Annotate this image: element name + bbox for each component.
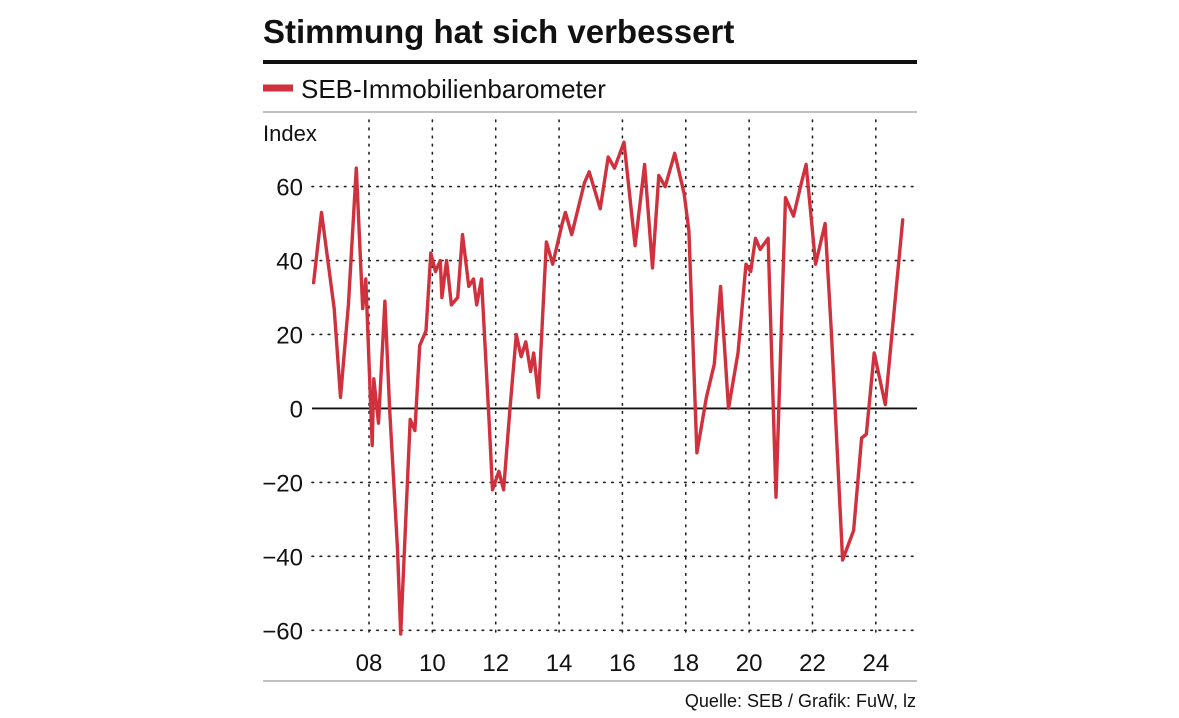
- series-layer: [311, 140, 905, 636]
- series-line-seb-immobilienbarometer: [311, 140, 905, 636]
- x-tick-label: 14: [546, 650, 573, 677]
- y-tick-label: −20: [262, 470, 303, 497]
- y-tick-label: 0: [290, 396, 303, 423]
- x-tick-label: 16: [609, 650, 636, 677]
- chart-title: Stimmung hat sich verbessert: [263, 13, 734, 50]
- y-tick-label: −60: [262, 618, 303, 645]
- x-tick-label: 24: [862, 650, 889, 677]
- x-tick-label: 22: [799, 650, 826, 677]
- source-text: Quelle: SEB / Grafik: FuW, lz: [685, 691, 916, 711]
- y-axis-label: Index: [263, 121, 317, 146]
- legend-label: SEB-Immobilienbarometer: [301, 74, 606, 104]
- y-tick-labels: 60 40 20 0 −20 −40 −60: [262, 175, 303, 646]
- x-tick-label: 08: [356, 650, 383, 677]
- x-tick-label: 20: [736, 650, 763, 677]
- y-tick-label: 20: [276, 322, 303, 349]
- x-tick-label: 18: [672, 650, 699, 677]
- y-tick-label: −40: [262, 544, 303, 571]
- x-tick-label: 10: [419, 650, 446, 677]
- x-tick-labels: 08 10 12 14 16 18 20 22 24: [356, 650, 890, 677]
- x-tick-label: 12: [482, 650, 509, 677]
- y-tick-label: 60: [276, 175, 303, 202]
- y-tick-label: 40: [276, 249, 303, 276]
